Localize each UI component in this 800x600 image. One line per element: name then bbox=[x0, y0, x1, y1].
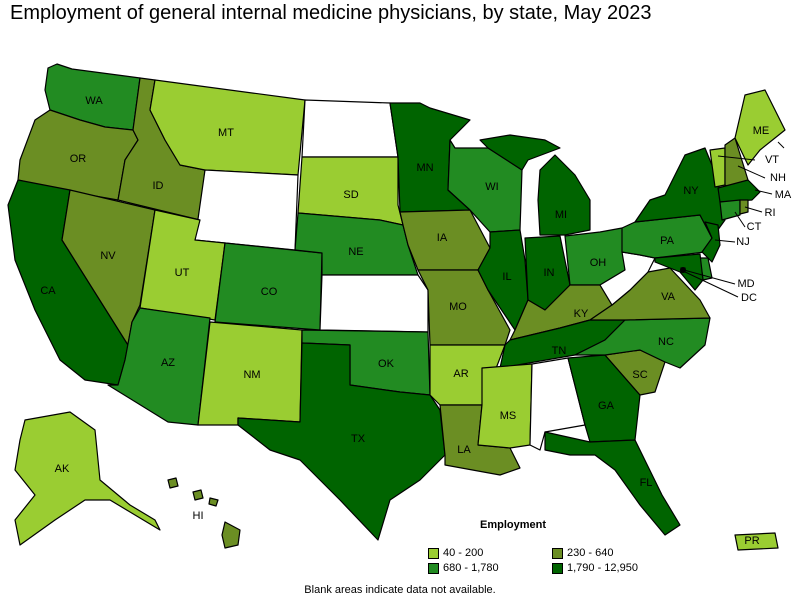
state-wy[interactable] bbox=[194, 169, 299, 251]
legend-title: Employment bbox=[479, 519, 546, 531]
label-ca: CA bbox=[40, 285, 56, 297]
label-mn: MN bbox=[416, 162, 433, 174]
label-mi: MI bbox=[555, 209, 567, 221]
legend-swatch-230-640 bbox=[552, 547, 563, 559]
label-me: ME bbox=[753, 125, 770, 137]
state-me[interactable] bbox=[734, 89, 786, 166]
label-pr: PR bbox=[744, 535, 759, 547]
state-fl[interactable] bbox=[544, 431, 681, 536]
label-wa: WA bbox=[85, 95, 103, 107]
label-pa: PA bbox=[660, 235, 675, 247]
label-ne: NE bbox=[348, 246, 363, 258]
label-dc: DC bbox=[741, 292, 757, 304]
state-ms[interactable] bbox=[477, 363, 533, 449]
callout-labels: VT NH MA RI CT NJ MD DC HI bbox=[193, 154, 792, 522]
state-nc[interactable] bbox=[574, 317, 711, 369]
label-ny: NY bbox=[683, 185, 699, 197]
label-ms: MS bbox=[500, 410, 517, 422]
state-labels: WA OR CA ID NV MT UT AZ CO NM SD NE OK T… bbox=[40, 95, 769, 547]
label-oh: OH bbox=[590, 257, 607, 269]
label-hi: HI bbox=[193, 510, 204, 522]
legend-label: 680 - 1,780 bbox=[443, 562, 499, 574]
state-ks[interactable] bbox=[319, 274, 429, 333]
label-tx: TX bbox=[351, 433, 366, 445]
legend-item-1790-12950: 1,790 - 12,950 bbox=[552, 562, 672, 574]
blank-areas-note: Blank areas indicate data not available. bbox=[304, 584, 496, 596]
label-fl: FL bbox=[640, 477, 653, 489]
label-la: LA bbox=[457, 444, 471, 456]
legend-swatch-1790-12950 bbox=[552, 562, 563, 574]
label-co: CO bbox=[261, 286, 278, 298]
label-wi: WI bbox=[485, 181, 498, 193]
label-mt: MT bbox=[218, 127, 234, 139]
label-ct: CT bbox=[747, 221, 762, 233]
dc-marker bbox=[680, 267, 686, 273]
legend-label: 1,790 - 12,950 bbox=[567, 562, 638, 574]
label-ok: OK bbox=[378, 358, 395, 370]
label-ak: AK bbox=[55, 463, 70, 475]
legend-item-40-200: 40 - 200 bbox=[428, 547, 552, 559]
state-ma[interactable] bbox=[717, 179, 761, 203]
label-md: MD bbox=[737, 278, 754, 290]
legend-swatch-40-200 bbox=[428, 547, 439, 559]
label-ga: GA bbox=[598, 400, 615, 412]
state-ri[interactable] bbox=[739, 199, 749, 215]
state-mi[interactable] bbox=[479, 134, 591, 236]
state-md[interactable] bbox=[654, 253, 704, 291]
label-tn: TN bbox=[552, 345, 567, 357]
legend-item-680-1780: 680 - 1,780 bbox=[428, 562, 552, 574]
label-ma: MA bbox=[775, 189, 792, 201]
label-ut: UT bbox=[175, 267, 190, 279]
callout-leaders bbox=[682, 141, 785, 298]
label-ar: AR bbox=[453, 368, 468, 380]
legend-label: 40 - 200 bbox=[443, 547, 484, 559]
state-hi[interactable] bbox=[167, 477, 241, 549]
state-tx[interactable] bbox=[237, 342, 446, 541]
legend-item-230-640: 230 - 640 bbox=[552, 547, 672, 559]
state-pr[interactable] bbox=[734, 532, 779, 551]
state-ct[interactable] bbox=[719, 199, 741, 221]
state-nd[interactable] bbox=[301, 99, 399, 158]
label-nj: NJ bbox=[736, 236, 749, 248]
label-ia: IA bbox=[437, 232, 448, 244]
label-nh: NH bbox=[770, 172, 786, 184]
state-ak[interactable] bbox=[14, 411, 161, 546]
label-or: OR bbox=[70, 153, 87, 165]
label-nc: NC bbox=[658, 336, 674, 348]
legend: Employment 40 - 200 230 - 640 680 - 1,78… bbox=[428, 519, 668, 574]
legend-label: 230 - 640 bbox=[567, 547, 614, 559]
label-nm: NM bbox=[243, 369, 260, 381]
legend-swatch-680-1780 bbox=[428, 562, 439, 574]
map-title: Employment of general internal medicine … bbox=[10, 2, 652, 24]
label-ky: KY bbox=[574, 308, 589, 320]
legend-items: 40 - 200 230 - 640 680 - 1,780 1,790 - 1… bbox=[428, 547, 668, 574]
label-il: IL bbox=[502, 271, 511, 283]
label-sd: SD bbox=[343, 189, 358, 201]
label-va: VA bbox=[661, 291, 676, 303]
label-nv: NV bbox=[100, 250, 116, 262]
label-az: AZ bbox=[161, 357, 175, 369]
state-nj[interactable] bbox=[701, 221, 721, 263]
label-in: IN bbox=[544, 267, 555, 279]
label-vt: VT bbox=[765, 154, 779, 166]
label-id: ID bbox=[153, 180, 164, 192]
label-sc: SC bbox=[632, 369, 647, 381]
label-ri: RI bbox=[765, 207, 776, 219]
label-mo: MO bbox=[449, 301, 467, 313]
